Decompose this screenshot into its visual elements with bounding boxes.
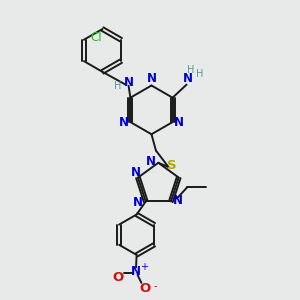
Text: N: N [133, 196, 143, 209]
Text: N: N [124, 76, 134, 89]
Text: N: N [130, 166, 141, 179]
Text: N: N [146, 155, 156, 168]
Text: N: N [119, 116, 129, 129]
Text: N: N [174, 116, 184, 129]
Text: O: O [112, 271, 124, 284]
Text: N: N [147, 73, 157, 85]
Text: S: S [167, 159, 177, 172]
Text: H: H [187, 65, 194, 75]
Text: N: N [173, 194, 183, 206]
Text: N: N [183, 72, 193, 85]
Text: Cl: Cl [91, 31, 102, 44]
Text: +: + [140, 262, 148, 272]
Text: O: O [139, 282, 151, 295]
Text: H: H [114, 81, 121, 91]
Text: H: H [196, 69, 203, 79]
Text: -: - [154, 281, 158, 291]
Text: N: N [131, 266, 141, 278]
